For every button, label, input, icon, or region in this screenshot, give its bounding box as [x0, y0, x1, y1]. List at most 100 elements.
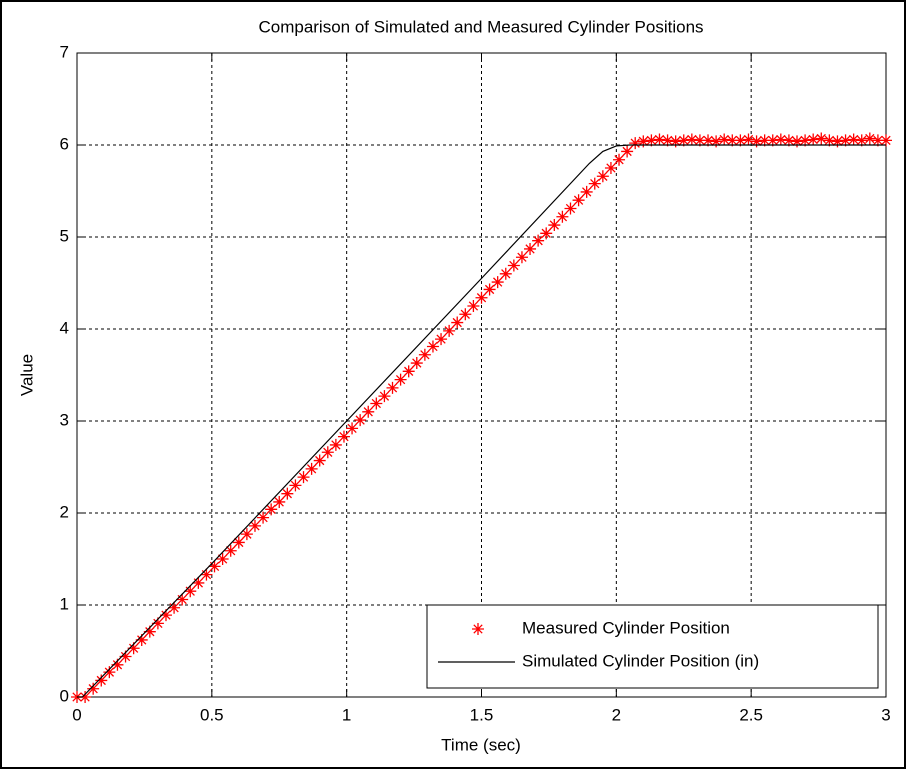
marker: [135, 633, 148, 646]
marker: [362, 405, 375, 418]
marker: [426, 340, 439, 353]
legend-label: Simulated Cylinder Position (in): [522, 651, 759, 670]
marker: [799, 134, 812, 147]
axes-box: [76, 52, 887, 698]
marker: [524, 242, 537, 255]
marker: [758, 134, 771, 147]
marker: [766, 134, 779, 147]
marker: [507, 259, 520, 272]
marker: [613, 153, 626, 166]
marker: [718, 133, 731, 146]
marker: [159, 609, 172, 622]
marker: [192, 576, 205, 589]
marker: [693, 134, 706, 147]
y-axis-label: Value: [17, 354, 36, 396]
y-tick-label: 5: [60, 226, 69, 245]
marker: [176, 593, 189, 606]
marker: [604, 162, 617, 174]
x-tick-label: 0.5: [200, 705, 224, 724]
marker: [661, 134, 674, 147]
y-tick-label: 4: [60, 318, 69, 337]
y-tick-label: 0: [60, 686, 69, 705]
marker: [791, 135, 804, 148]
marker: [871, 134, 884, 147]
marker: [588, 177, 601, 190]
marker: [103, 666, 116, 679]
x-tick-label: 3: [881, 705, 890, 724]
marker: [629, 137, 642, 150]
marker: [653, 133, 666, 146]
marker: [297, 471, 310, 484]
marker: [200, 568, 213, 581]
marker: [386, 381, 399, 394]
marker: [863, 132, 876, 145]
marker: [467, 300, 480, 312]
marker: [580, 185, 593, 198]
marker: [321, 446, 334, 459]
marker: [378, 390, 391, 403]
marker: [475, 291, 488, 304]
marker: [637, 135, 650, 148]
marker: [831, 135, 844, 148]
marker: [305, 462, 318, 475]
marker: [734, 134, 747, 147]
y-tick-label: 7: [60, 42, 69, 61]
x-tick-label: 1.5: [470, 705, 494, 724]
y-tick-label: 6: [60, 134, 69, 153]
marker: [337, 430, 350, 443]
marker: [87, 682, 100, 695]
marker: [596, 170, 609, 183]
marker: [329, 438, 342, 451]
marker: [143, 625, 156, 638]
marker: [151, 617, 164, 630]
marker: [782, 134, 795, 147]
marker: [451, 316, 464, 329]
x-axis-label: Time (sec): [441, 735, 521, 754]
marker: [807, 133, 820, 146]
marker: [540, 227, 553, 240]
marker: [499, 267, 512, 280]
marker: [669, 135, 682, 148]
marker: [111, 658, 124, 671]
x-tick-label: 2.5: [739, 705, 763, 724]
marker: [127, 642, 140, 655]
marker: [855, 134, 868, 147]
marker: [621, 145, 634, 158]
marker: [823, 134, 836, 147]
marker: [880, 134, 892, 147]
marker: [346, 422, 359, 435]
marker: [742, 133, 755, 146]
marker: [726, 134, 739, 147]
marker: [281, 487, 294, 500]
marker: [459, 308, 472, 321]
marker: [208, 560, 221, 573]
marker: [710, 135, 723, 148]
marker: [839, 134, 852, 147]
x-tick-label: 2: [612, 705, 621, 724]
marker: [556, 210, 569, 223]
marker: [289, 479, 302, 492]
marker: [216, 553, 229, 565]
line: [77, 144, 886, 698]
marker: [95, 674, 108, 687]
marker: [248, 519, 261, 532]
legend-box: [426, 604, 879, 689]
marker: [240, 528, 253, 541]
marker: [645, 134, 658, 147]
marker: [410, 357, 423, 370]
marker: [402, 365, 415, 378]
marker: [564, 202, 577, 215]
marker: [435, 333, 448, 346]
marker: [548, 219, 561, 232]
marker: [313, 454, 326, 467]
marker: [443, 324, 456, 337]
chart-title: Comparison of Simulated and Measured Cyl…: [258, 17, 703, 36]
marker: [257, 511, 270, 524]
marker: [354, 414, 367, 427]
marker: [394, 373, 407, 386]
marker: [418, 348, 431, 361]
marker: [750, 135, 763, 148]
marker: [815, 132, 828, 145]
marker: [184, 585, 197, 598]
marker: [685, 133, 698, 146]
